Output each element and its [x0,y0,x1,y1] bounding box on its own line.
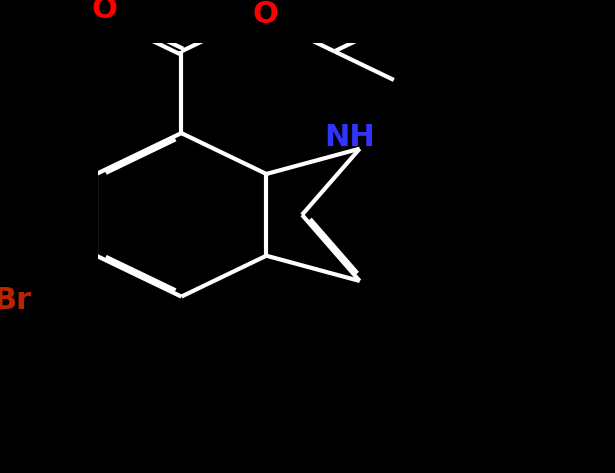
Text: O: O [92,0,118,24]
Text: O: O [253,0,279,29]
Text: Br: Br [0,286,31,315]
Text: NH: NH [324,123,375,152]
